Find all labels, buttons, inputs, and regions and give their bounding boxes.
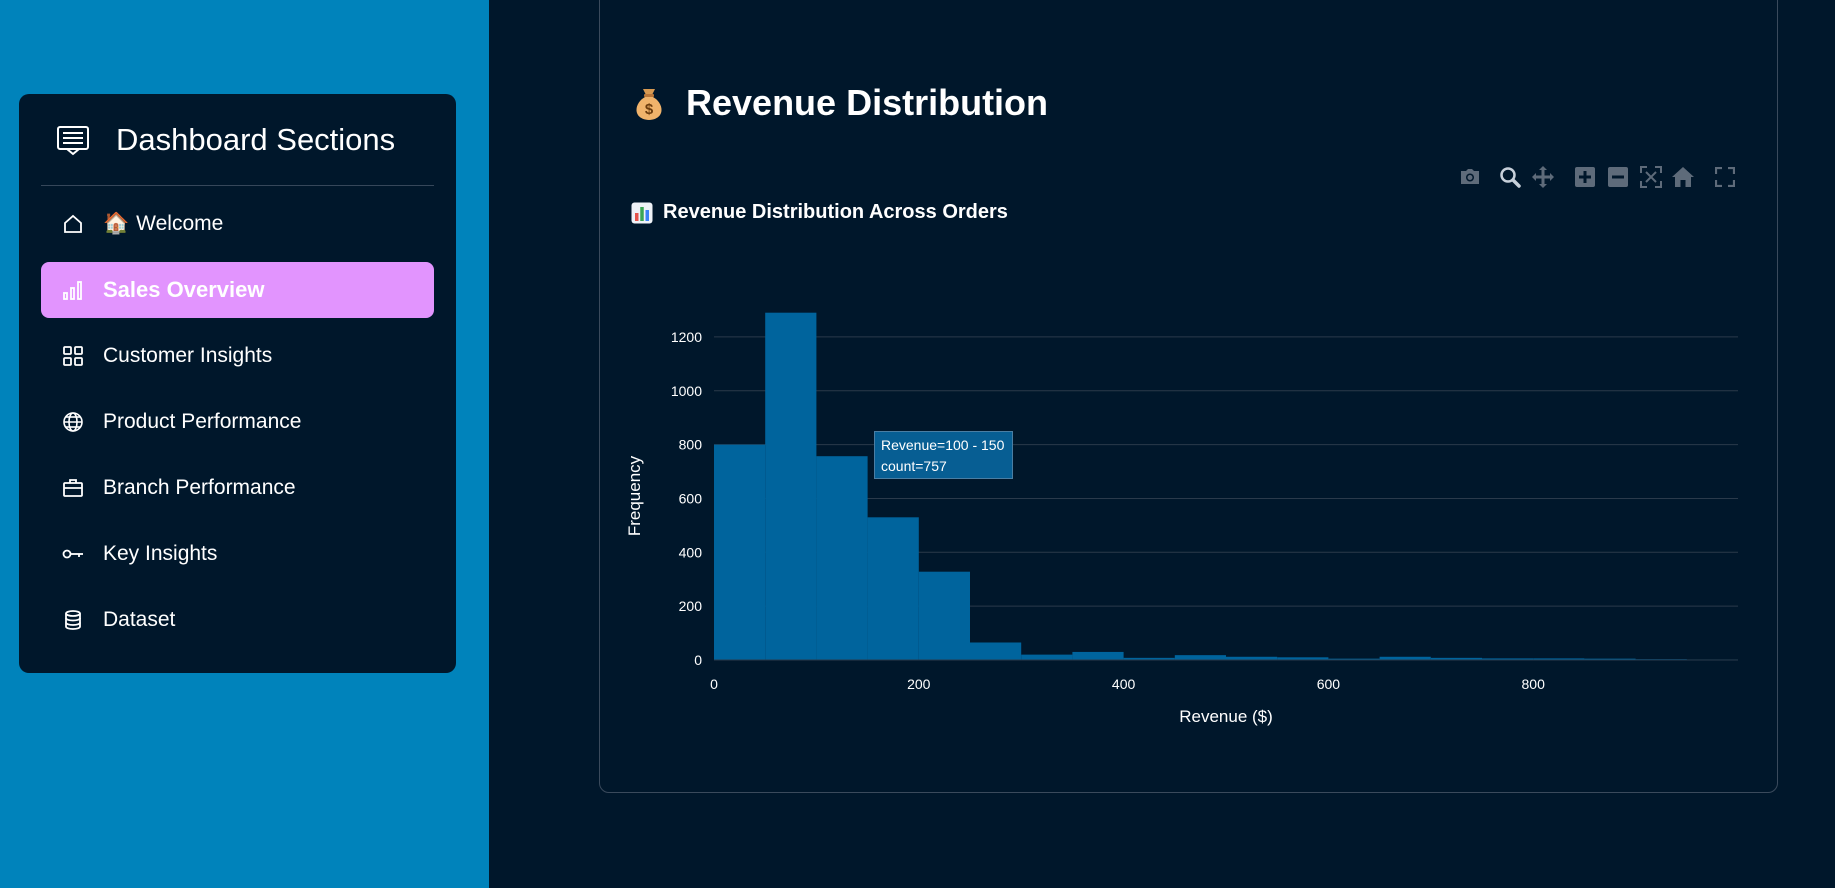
sidebar-item-dataset[interactable]: Dataset [41, 592, 434, 648]
histogram-bar[interactable] [765, 312, 817, 660]
histogram-bar[interactable] [1328, 658, 1380, 660]
sidebar-header: Dashboard Sections [41, 94, 434, 186]
sidebar-item-welcome[interactable]: 🏠 Welcome [41, 196, 434, 252]
sidebar-item-label: Branch Performance [103, 476, 296, 499]
list-alt-icon [56, 123, 90, 157]
fullscreen-icon[interactable] [1713, 165, 1737, 189]
y-tick-label: 600 [679, 490, 703, 506]
chart-title: Revenue Distribution Across Orders [631, 201, 1008, 224]
chart-title-text: Revenue Distribution Across Orders [663, 201, 1008, 223]
x-tick-label: 200 [907, 676, 931, 692]
main-content-card [599, 0, 1778, 793]
money-bag-icon: $ [630, 83, 668, 123]
histogram-bar[interactable] [970, 642, 1022, 661]
y-tick-label: 200 [679, 598, 703, 614]
y-tick-label: 0 [694, 652, 702, 668]
house-emoji: 🏠 [103, 212, 130, 235]
y-axis-title: Frequency [625, 455, 644, 536]
x-tick-label: 600 [1317, 676, 1341, 692]
camera-icon[interactable] [1458, 165, 1482, 189]
sidebar-item-label: Customer Insights [103, 344, 273, 367]
tooltip-count: count=757 [881, 458, 947, 474]
sidebar-title: Dashboard Sections [116, 121, 396, 157]
briefcase-icon [61, 476, 85, 500]
histogram-bar[interactable] [1226, 656, 1278, 660]
zoom-out-icon[interactable] [1606, 165, 1630, 189]
chart-hover-tooltip: Revenue=100 - 150 count=757 [874, 431, 1013, 479]
histogram-bar[interactable] [714, 444, 766, 660]
y-tick-label: 1000 [671, 383, 702, 399]
x-tick-label: 800 [1522, 676, 1546, 692]
autoscale-icon[interactable] [1639, 165, 1663, 189]
sidebar-item-sales-overview[interactable]: Sales Overview [41, 262, 434, 318]
histogram-bar[interactable] [1482, 658, 1534, 660]
zoom-icon[interactable] [1498, 165, 1522, 189]
svg-text:$: $ [645, 101, 654, 118]
histogram-bar[interactable] [1174, 655, 1226, 660]
x-tick-label: 0 [710, 676, 718, 692]
sidebar-item-label: Key Insights [103, 542, 218, 565]
y-tick-label: 1200 [671, 329, 702, 345]
revenue-histogram[interactable]: 0 200 400 600 800 1000 1200 0 200 400 600 800 Revenu… [620, 280, 1750, 740]
x-tick-label: 400 [1112, 676, 1136, 692]
reset-axes-icon[interactable] [1671, 165, 1695, 189]
histogram-bar[interactable] [1021, 654, 1073, 660]
tooltip-revenue: Revenue=100 - 150 [881, 437, 1005, 453]
sidebar-background: Dashboard Sections 🏠 Welcome Sales Overv… [0, 0, 489, 888]
bar-chart-emoji-icon [631, 202, 653, 224]
sidebar-item-label: Product Performance [103, 410, 302, 433]
sidebar-item-branch-performance[interactable]: Branch Performance [41, 460, 434, 516]
page-title: $ Revenue Distribution [630, 82, 1048, 124]
home-icon [61, 212, 85, 236]
y-tick-label: 800 [679, 437, 703, 453]
histogram-bar[interactable] [1430, 657, 1482, 660]
pan-icon[interactable] [1531, 165, 1555, 189]
zoom-in-icon[interactable] [1573, 165, 1597, 189]
histogram-bar[interactable] [867, 517, 919, 660]
histogram-bar[interactable] [1072, 651, 1124, 660]
histogram-bar[interactable] [816, 456, 868, 660]
histogram-bar[interactable] [1277, 657, 1329, 660]
database-icon [61, 608, 85, 632]
sidebar-item-key-insights[interactable]: Key Insights [41, 526, 434, 582]
grid-icon [61, 344, 85, 368]
sidebar-nav-card: Dashboard Sections 🏠 Welcome Sales Overv… [19, 94, 456, 673]
histogram-bar[interactable] [1584, 658, 1636, 660]
sidebar-item-label: Dataset [103, 608, 176, 631]
sidebar-menu: 🏠 Welcome Sales Overview Customer Insigh… [19, 186, 456, 648]
sidebar-item-label: Welcome [136, 212, 224, 235]
sidebar-item-customer-insights[interactable]: Customer Insights [41, 328, 434, 384]
globe-icon [61, 410, 85, 434]
x-axis-title: Revenue ($) [1179, 707, 1273, 726]
sidebar-item-label: Sales Overview [103, 277, 265, 302]
page-title-text: Revenue Distribution [686, 82, 1049, 123]
sidebar-item-product-performance[interactable]: Product Performance [41, 394, 434, 450]
histogram-bar[interactable] [918, 571, 970, 660]
y-tick-label: 400 [679, 544, 703, 560]
key-icon [61, 542, 85, 566]
histogram-bar[interactable] [1533, 658, 1585, 660]
bar-chart-icon [61, 278, 85, 302]
histogram-bar[interactable] [1123, 657, 1175, 660]
histogram-bar[interactable] [1379, 656, 1431, 660]
